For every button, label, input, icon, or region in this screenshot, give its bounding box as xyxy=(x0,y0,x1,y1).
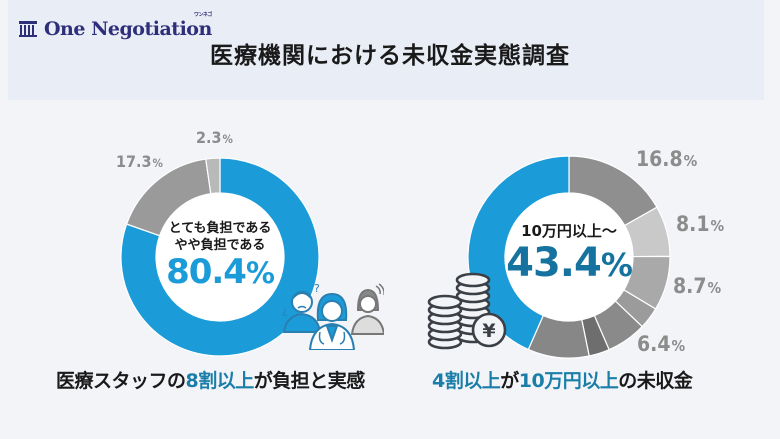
right-center-value: 43.4% xyxy=(506,240,633,286)
right-label-6-4: 6.4% xyxy=(637,332,686,356)
right-caption: 4割以上が10万円以上の未収金 xyxy=(432,370,693,392)
logo-text: One Negotiation ワンネゴ xyxy=(44,12,212,40)
left-center-value: 80.4% xyxy=(166,252,275,292)
svg-text:¿: ¿ xyxy=(282,306,287,317)
building-logo-icon xyxy=(19,21,37,37)
left-center-line2: やや負担である xyxy=(174,238,266,253)
logo-name: One Negotiation xyxy=(44,18,212,40)
medical-staff-icon: ? ¿ xyxy=(282,282,384,350)
right-label-16-8: 16.8% xyxy=(636,147,698,171)
left-caption: 医療スタッフの8割以上が負担と実感 xyxy=(56,370,365,392)
header-band xyxy=(8,0,764,100)
left-donut-chart xyxy=(120,157,320,357)
left-center-line1: とても負担である xyxy=(168,221,272,236)
svg-text:¥: ¥ xyxy=(482,320,495,342)
yen-coins-icon: ¥ xyxy=(427,272,507,350)
logo: One Negotiation ワンネゴ xyxy=(18,12,212,40)
left-label-17-3: 17.3% xyxy=(116,152,163,171)
page-title: 医療機関における未収金実態調査 xyxy=(210,43,570,69)
logo-ruby: ワンネゴ xyxy=(193,12,212,18)
right-label-8-1: 8.1% xyxy=(676,212,725,236)
left-label-2-3: 2.3% xyxy=(196,128,233,147)
svg-text:?: ? xyxy=(314,282,320,295)
right-label-8-7: 8.7% xyxy=(673,274,722,298)
right-donut-chart xyxy=(467,155,671,359)
right-center-line1: 10万円以上～ xyxy=(521,222,617,240)
